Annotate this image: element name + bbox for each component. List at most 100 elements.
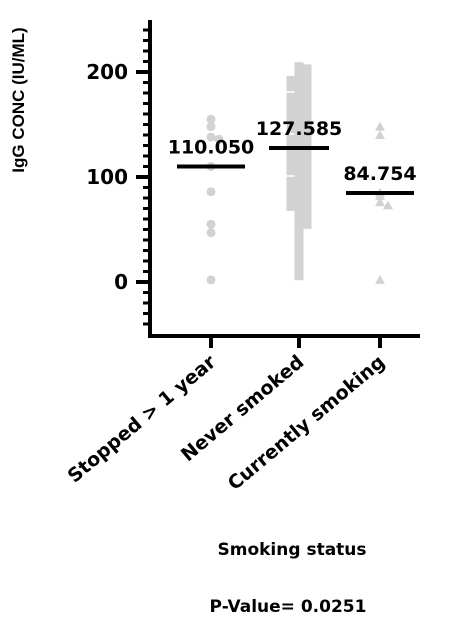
data-point — [302, 64, 312, 74]
data-point — [286, 75, 296, 85]
data-point — [302, 206, 312, 216]
data-point — [286, 153, 296, 163]
data-point — [214, 134, 224, 144]
data-point — [206, 114, 216, 124]
data-point — [294, 62, 304, 72]
data-point — [302, 193, 312, 203]
mean-value-label: 110.050 — [168, 136, 255, 158]
data-point — [302, 109, 312, 119]
data-point — [294, 216, 304, 226]
data-point — [286, 99, 296, 108]
data-point — [294, 258, 304, 268]
data-point — [294, 120, 304, 129]
data-point — [294, 178, 304, 188]
data-point — [302, 174, 312, 184]
data-point — [286, 195, 296, 205]
data-point — [294, 101, 304, 111]
data-point — [302, 96, 312, 106]
data-point — [206, 187, 216, 197]
data-point — [302, 122, 312, 132]
data-point — [206, 228, 216, 238]
data-point — [286, 176, 296, 186]
data-point — [302, 80, 312, 90]
data-point — [294, 204, 304, 213]
data-point — [302, 138, 312, 148]
data-point — [206, 219, 216, 229]
data-point — [294, 225, 304, 234]
data-point — [375, 130, 385, 139]
data-point — [383, 200, 393, 210]
x-category-label: Stopped > 1 year — [64, 351, 221, 488]
data-point — [286, 201, 296, 211]
data-point — [294, 172, 304, 182]
data-point — [302, 103, 312, 113]
data-point — [206, 275, 216, 285]
y-tick-label: 100 — [86, 165, 128, 189]
data-point — [294, 191, 304, 201]
data-point — [294, 113, 304, 123]
data-point — [294, 155, 304, 165]
data-point — [286, 183, 296, 192]
data-point — [294, 197, 304, 207]
data-point — [302, 151, 312, 161]
data-point — [302, 90, 312, 100]
data-point — [302, 164, 312, 174]
data-point — [294, 94, 304, 104]
data-point — [302, 199, 312, 209]
data-point — [302, 115, 312, 125]
data-point — [375, 274, 385, 284]
x-category-label: Currently smoking — [224, 351, 390, 495]
data-point — [294, 71, 304, 81]
data-point — [375, 121, 385, 131]
y-axis: 0 100 200 — [86, 20, 152, 336]
y-tick-label: 0 — [114, 270, 128, 294]
data-point — [294, 149, 304, 159]
y-tick-label: 200 — [86, 60, 128, 84]
data-point — [294, 271, 304, 281]
data-point — [286, 92, 296, 102]
data-point — [286, 159, 296, 169]
data-point — [286, 134, 296, 144]
y-axis-label: IgG CONC (IU/ML) — [9, 27, 28, 172]
data-point — [294, 264, 304, 274]
data-point — [286, 111, 296, 121]
data-point — [294, 162, 304, 171]
data-point — [286, 147, 296, 157]
data-point — [375, 197, 385, 207]
data-point — [302, 73, 312, 83]
data-point — [302, 132, 312, 142]
data-point — [286, 82, 296, 92]
data-point — [294, 88, 304, 98]
data-point — [294, 251, 304, 261]
data-point — [286, 105, 296, 115]
data-point — [294, 209, 304, 219]
data-point — [294, 230, 304, 240]
x-axis-label: Smoking status — [217, 540, 366, 560]
data-point — [375, 190, 385, 200]
data-point — [302, 187, 312, 197]
data-point — [294, 136, 304, 146]
mean-value-label: 84.754 — [343, 163, 416, 185]
data-point — [294, 78, 304, 87]
data-point — [294, 246, 304, 255]
data-point — [302, 157, 312, 167]
data-point — [302, 212, 312, 222]
p-value-annotation: P-Value= 0.0251 — [210, 597, 367, 617]
data-point — [286, 166, 296, 176]
data-point — [294, 107, 304, 117]
data-point — [302, 219, 312, 229]
data-point — [294, 235, 304, 245]
data-point — [294, 240, 304, 250]
mean-value-label: 127.585 — [256, 118, 343, 140]
data-point — [294, 130, 304, 140]
data-point — [286, 117, 296, 127]
data-points — [206, 62, 393, 285]
data-point — [286, 189, 296, 199]
data-point — [206, 122, 216, 132]
data-point — [206, 132, 216, 142]
data-point — [302, 180, 312, 190]
data-point — [286, 124, 296, 134]
